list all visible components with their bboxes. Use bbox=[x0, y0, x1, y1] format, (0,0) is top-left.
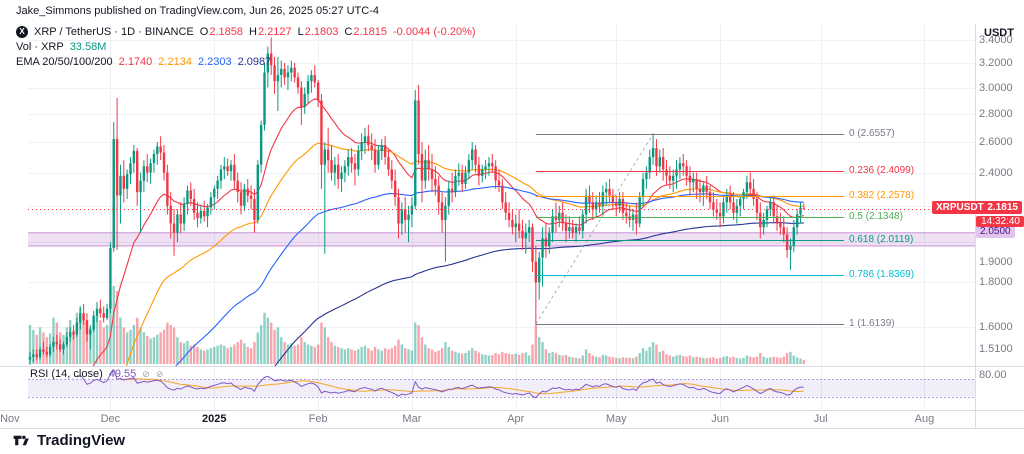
symbol-row: X XRP / TetherUS · 1D · BINANCE O 2.1858 … bbox=[16, 24, 476, 39]
time-axis-tick: Jul bbox=[813, 413, 828, 425]
quote-currency-label: USDT bbox=[984, 27, 1014, 39]
fib-level-label: 0.786 (1.8369) bbox=[849, 268, 915, 280]
fib-level-label: 0.236 (2.4099) bbox=[849, 165, 915, 177]
fib-level-label: 0.382 (2.2578) bbox=[849, 189, 915, 201]
attribution-text: Jake_Simmons published on TradingView.co… bbox=[16, 5, 380, 17]
price-axis-label: 1.8000 bbox=[979, 276, 1013, 289]
price-badge-symbol: XRPUSDT bbox=[936, 202, 984, 214]
price-badge-value: 2.1815 bbox=[987, 202, 1018, 214]
fib-level-label: 0.618 (2.0119) bbox=[849, 233, 914, 245]
rsi-legend: RSI (14, close) 49.55 ⊘ ⊘ bbox=[30, 368, 163, 380]
tradingview-footer[interactable]: TradingView bbox=[12, 431, 125, 450]
symbol-title[interactable]: XRP / TetherUS · 1D · BINANCE bbox=[34, 25, 194, 38]
chart-legend: X XRP / TetherUS · 1D · BINANCE O 2.1858 … bbox=[16, 24, 476, 69]
open-label: O bbox=[199, 25, 209, 38]
close-value: 2.1815 bbox=[353, 25, 387, 38]
symbol-logo-icon: X bbox=[16, 25, 28, 38]
time-axis-tick: Aug bbox=[914, 413, 935, 425]
ema-row: EMA 20/50/100/200 2.1740 2.2134 2.2303 2… bbox=[16, 54, 476, 69]
bar-countdown: 14:32:40 bbox=[976, 216, 1024, 228]
ema20-value: 2.1740 bbox=[118, 55, 153, 68]
time-axis-tick: Apr bbox=[507, 413, 525, 425]
high-label: H bbox=[248, 25, 257, 38]
open-value: 2.1858 bbox=[209, 25, 243, 38]
fib-level-label: 1 (1.6139) bbox=[849, 317, 895, 329]
fib-level-label: 0 (2.6557) bbox=[849, 128, 895, 139]
rsi-settings-icon[interactable]: ⊘ bbox=[155, 368, 164, 379]
price-axis-label: 2.8000 bbox=[979, 107, 1013, 120]
time-axis-tick: Feb bbox=[308, 413, 328, 425]
time-axis-tick: Dec bbox=[100, 413, 121, 425]
price-axis-label: 3.2000 bbox=[979, 56, 1013, 69]
time-axis-tick: Jun bbox=[711, 413, 729, 425]
ema-label[interactable]: EMA 20/50/100/200 bbox=[16, 55, 113, 68]
time-axis-tick: May bbox=[605, 413, 627, 425]
zone-price-chip: 2.0500 bbox=[976, 224, 1015, 238]
tradingview-logo-icon bbox=[12, 431, 31, 450]
price-axis-label: 3.4000 bbox=[979, 33, 1013, 46]
price-axis-label: 2.4000 bbox=[979, 166, 1013, 179]
close-label: C bbox=[344, 25, 353, 38]
time-axis-tick: Mar bbox=[402, 413, 422, 425]
rsi-value: 49.55 bbox=[108, 368, 137, 380]
low-value: 2.1803 bbox=[304, 25, 339, 38]
price-axis-label: 2.6000 bbox=[979, 136, 1013, 149]
time-axis-tick: 2025 bbox=[202, 413, 227, 425]
rsi-axis-label: 80.00 bbox=[979, 368, 1007, 381]
price-axis-label: 1.9000 bbox=[979, 255, 1013, 268]
price-badge: XRPUSDT 2.1815 bbox=[932, 201, 1022, 215]
price-axis-label: 3.0000 bbox=[979, 81, 1013, 94]
price-axis-label: 1.5100 bbox=[979, 343, 1013, 356]
price-axis-label: 1.6000 bbox=[979, 321, 1013, 334]
rsi-hide-icon[interactable]: ⊘ bbox=[142, 368, 150, 379]
tradingview-wordmark: TradingView bbox=[37, 432, 126, 449]
rsi-label[interactable]: RSI (14, close) bbox=[30, 368, 103, 380]
high-value: 2.2127 bbox=[257, 25, 292, 38]
time-axis-tick: Nov bbox=[0, 413, 20, 425]
volume-label[interactable]: Vol · XRP bbox=[16, 40, 64, 53]
fib-level-label: 0.5 (2.1348) bbox=[849, 211, 903, 223]
ema50-value: 2.2134 bbox=[158, 55, 192, 68]
ema200-value: 2.0987 bbox=[237, 55, 272, 68]
low-label: L bbox=[297, 25, 304, 38]
volume-value: 33.58M bbox=[69, 40, 107, 53]
ema100-value: 2.2303 bbox=[197, 55, 232, 68]
change-value: -0.0044 (-0.20%) bbox=[392, 25, 476, 38]
volume-row: Vol · XRP 33.58M bbox=[16, 39, 476, 54]
